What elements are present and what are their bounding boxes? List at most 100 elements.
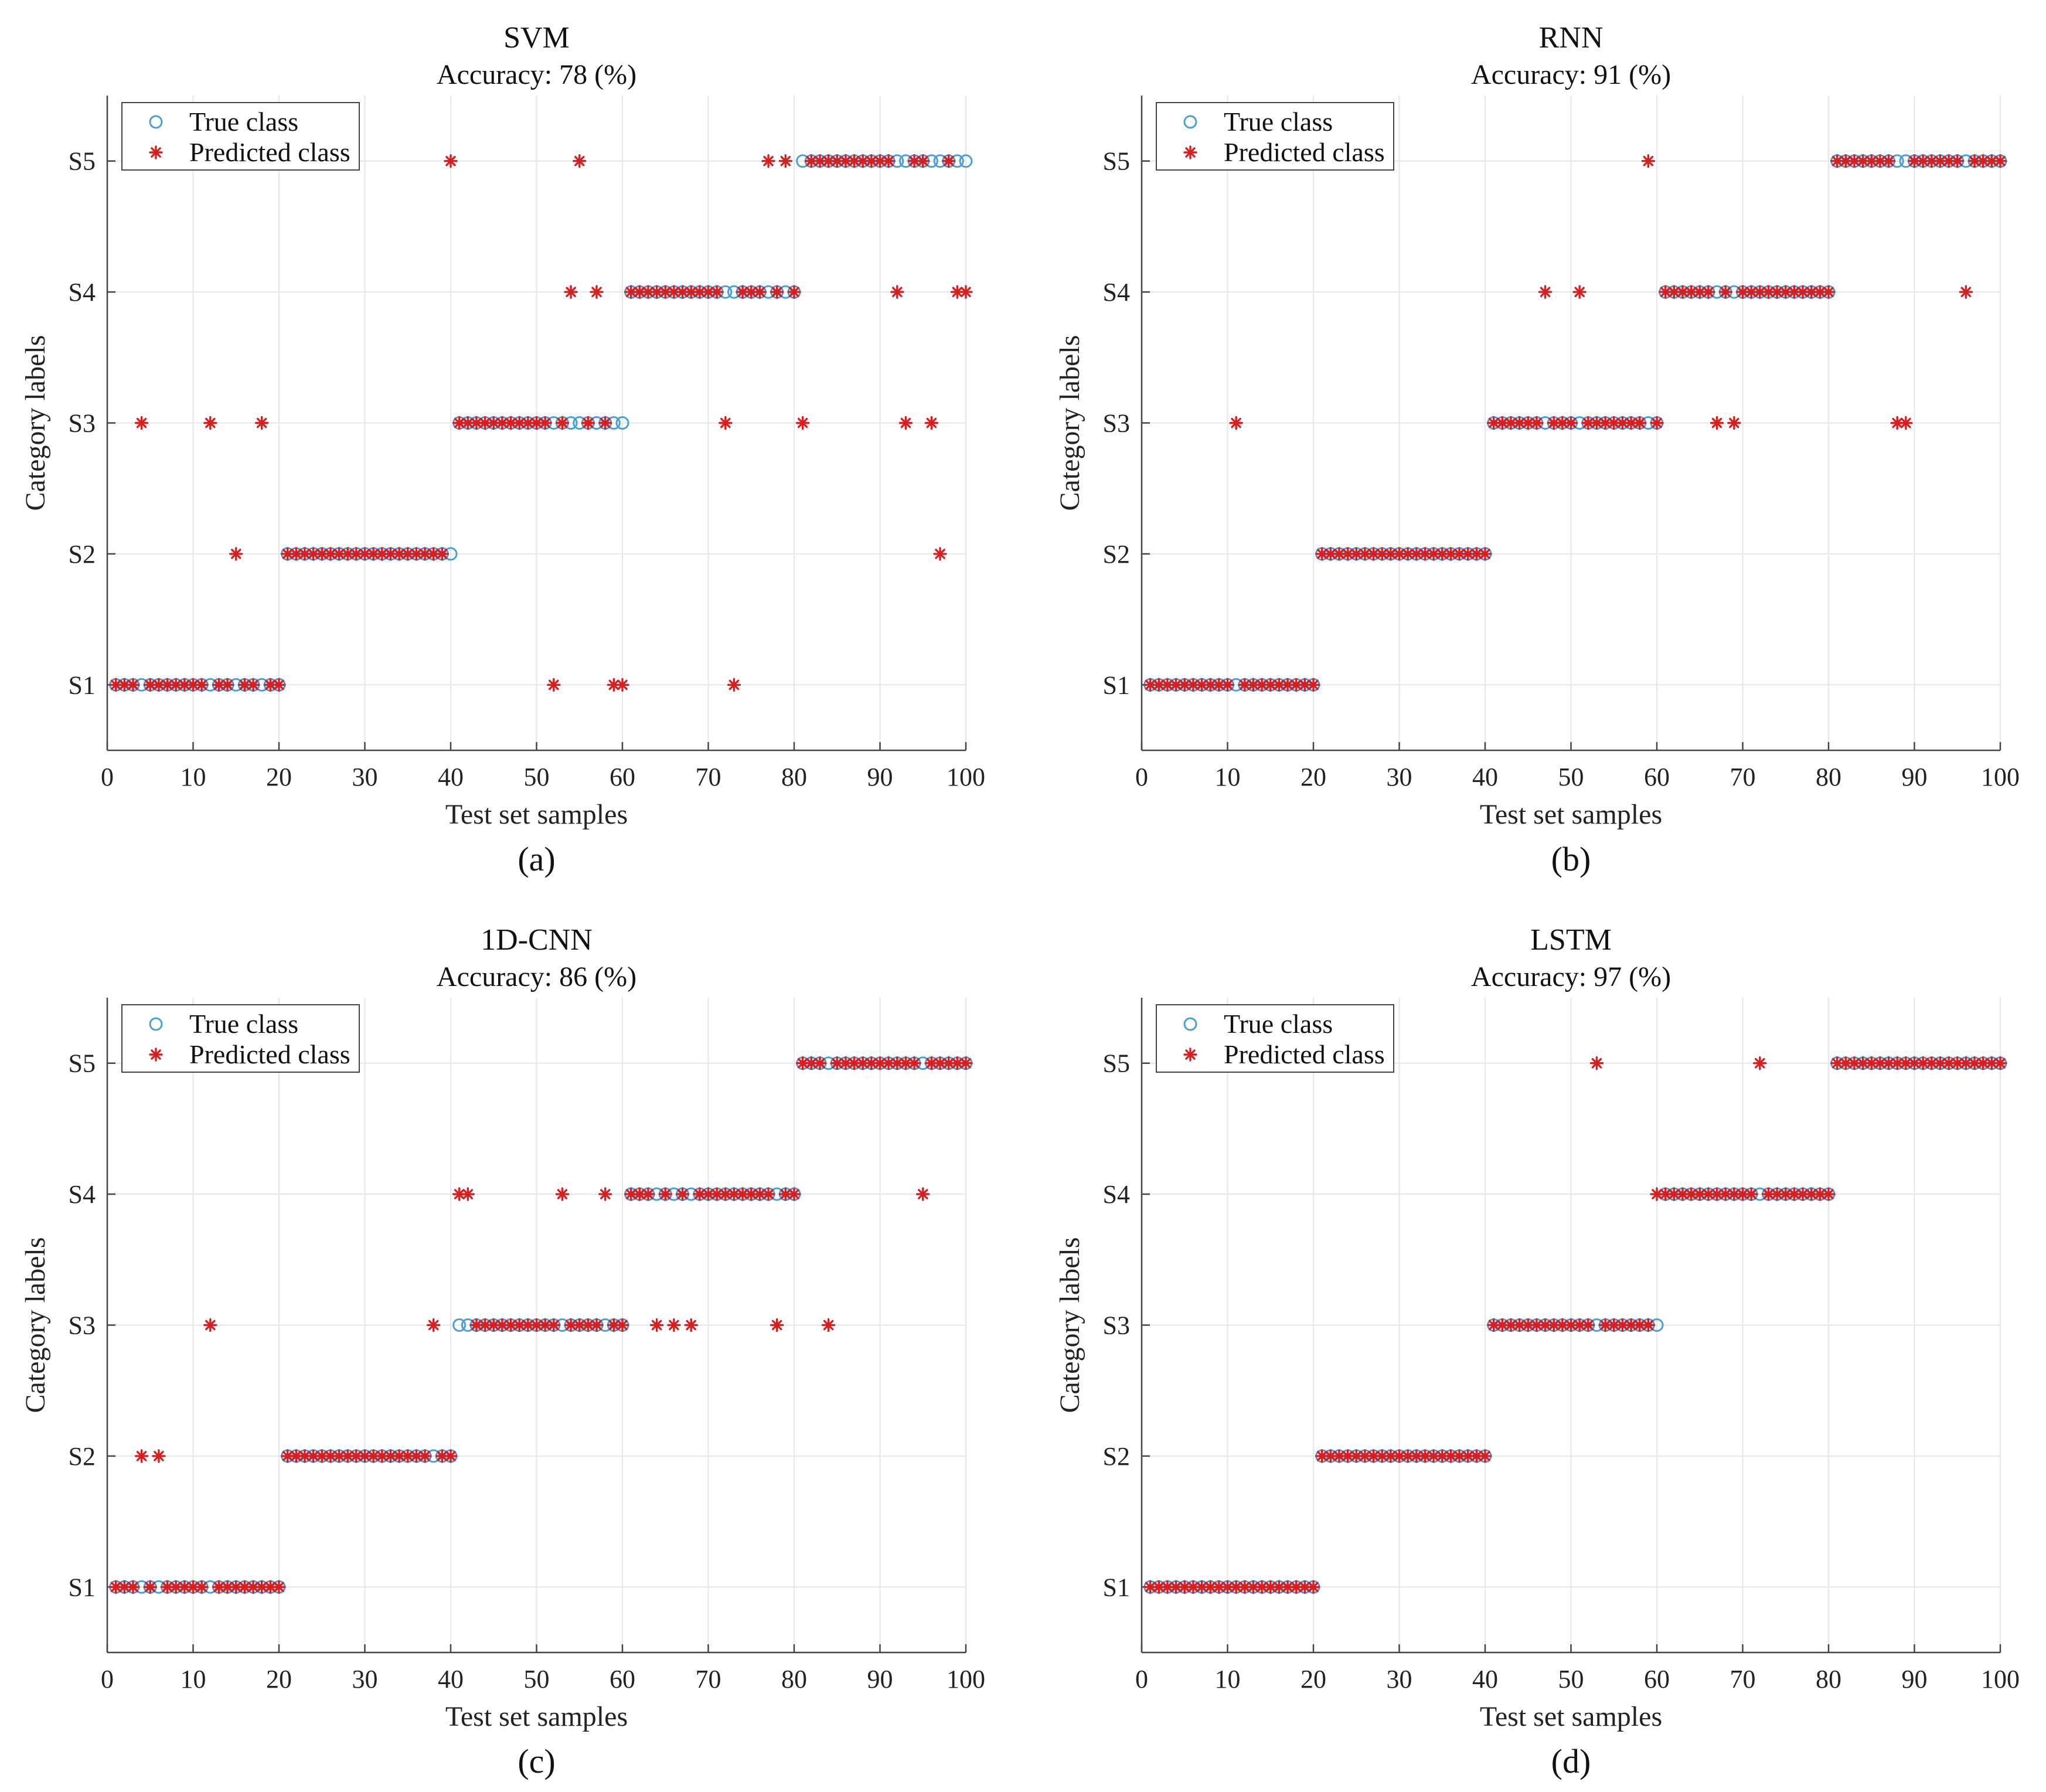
predicted-class-point: [1718, 285, 1732, 299]
legend-predicted-label: Predicted class: [1224, 137, 1385, 167]
predicted-class-point: [444, 1449, 458, 1463]
predicted-class-point: [1899, 416, 1913, 430]
predicted-class-point: [1538, 1318, 1553, 1332]
chart-subtitle: Accuracy: 97 (%): [1471, 961, 1671, 992]
y-tick-label: S1: [69, 671, 96, 699]
y-tick-label: S5: [69, 1049, 96, 1078]
x-tick-label: 30: [1387, 763, 1412, 791]
x-tick-label: 10: [1215, 763, 1241, 791]
predicted-class-point: [1710, 416, 1724, 430]
predicted-class-point: [1427, 1449, 1441, 1463]
predicted-class-point: [727, 678, 741, 692]
predicted-class-point: [478, 416, 492, 430]
predicted-class-point: [280, 547, 295, 561]
x-tick-label: 50: [1558, 1665, 1584, 1694]
predicted-class-point: [134, 1449, 149, 1463]
true-class-point: [959, 154, 973, 168]
y-axis-label: Category labels: [1054, 335, 1085, 511]
predicted-class-point: [1410, 1449, 1424, 1463]
predicted-class-point: [1238, 678, 1252, 692]
y-tick-label: S2: [1103, 540, 1130, 569]
y-tick-label: S3: [1103, 1311, 1130, 1340]
predicted-class-point: [547, 1318, 561, 1332]
x-tick-label: 20: [1301, 763, 1326, 791]
legend-box: [1156, 1004, 1394, 1073]
predicted-class-point: [710, 1187, 724, 1201]
x-tick-label: 50: [1558, 763, 1584, 791]
predicted-class-point: [1650, 416, 1664, 430]
predicted-class-point: [366, 547, 380, 561]
predicted-class-point: [710, 285, 724, 299]
predicted-class-point: [573, 154, 587, 168]
predicted-class-point: [916, 1187, 930, 1201]
true-class-point: [452, 1318, 467, 1332]
legend-true-label: True class: [189, 1009, 298, 1039]
predicted-class-point: [1530, 416, 1544, 430]
predicted-class-point: [1632, 416, 1647, 430]
predicted-class-point: [1358, 1449, 1372, 1463]
predicted-class-point: [186, 678, 200, 692]
x-tick-label: 0: [101, 763, 114, 791]
predicted-class-point: [1298, 1580, 1312, 1594]
predicted-class-point: [1366, 547, 1381, 561]
x-tick-label: 20: [266, 1665, 292, 1694]
x-tick-label: 20: [1301, 1665, 1326, 1694]
predicted-class-point: [538, 416, 552, 430]
predicted-class-point: [795, 416, 810, 430]
x-tick-label: 80: [1816, 1665, 1841, 1694]
x-tick-label: 90: [867, 763, 893, 791]
predicted-class-point: [890, 285, 904, 299]
predicted-class-point: [1469, 547, 1484, 561]
predicted-class-point: [864, 154, 879, 168]
predicted-class-point: [1624, 1318, 1638, 1332]
panel-caption: (a): [518, 840, 555, 878]
x-tick-label: 40: [438, 1665, 464, 1694]
legend-true-label: True class: [189, 107, 298, 137]
x-tick-label: 50: [524, 763, 550, 791]
predicted-class-point: [1916, 154, 1930, 168]
predicted-class-point: [598, 1187, 612, 1201]
predicted-class-point: [1796, 285, 1810, 299]
predicted-class-point: [1220, 678, 1235, 692]
x-tick-label: 80: [781, 763, 807, 791]
x-axis-label: Test set samples: [1480, 1701, 1662, 1732]
y-tick-label: S1: [1103, 1573, 1130, 1601]
predicted-class-series: [108, 1056, 973, 1594]
predicted-class-point: [152, 678, 166, 692]
predicted-class-point: [358, 547, 372, 561]
legend-true-marker: [149, 115, 163, 129]
predicted-class-point: [435, 547, 450, 561]
x-tick-label: 70: [696, 1665, 721, 1694]
predicted-class-point: [1572, 1318, 1587, 1332]
x-tick-label: 90: [867, 1665, 893, 1694]
x-tick-label: 20: [266, 763, 292, 791]
predicted-class-point: [1993, 154, 2007, 168]
predicted-class-point: [1521, 416, 1535, 430]
predicted-class-point: [220, 1580, 234, 1594]
predicted-class-series: [1143, 154, 2007, 692]
predicted-class-point: [1881, 154, 1896, 168]
predicted-class-point: [1607, 416, 1621, 430]
predicted-class-point: [383, 547, 398, 561]
x-axis-label: Test set samples: [445, 1701, 628, 1732]
legend-box: [121, 1004, 360, 1073]
predicted-class-point: [315, 547, 329, 561]
legend-predicted-label: Predicted class: [1224, 1039, 1385, 1069]
predicted-class-point: [341, 1449, 355, 1463]
predicted-class-point: [143, 1580, 157, 1594]
predicted-class-series: [108, 154, 973, 692]
predicted-class-point: [959, 1056, 973, 1070]
predicted-class-point: [1349, 547, 1363, 561]
y-tick-label: S4: [1103, 278, 1130, 307]
predicted-class-point: [1289, 678, 1303, 692]
x-tick-label: 100: [947, 1665, 985, 1694]
predicted-class-point: [658, 1187, 672, 1201]
predicted-class-point: [1847, 1056, 1861, 1070]
y-tick-label: S1: [69, 1573, 96, 1601]
predicted-class-point: [727, 1187, 741, 1201]
predicted-class-point: [324, 1449, 338, 1463]
legend-box: [1156, 102, 1394, 171]
predicted-class-point: [649, 1318, 664, 1332]
predicted-class-point: [890, 1056, 904, 1070]
